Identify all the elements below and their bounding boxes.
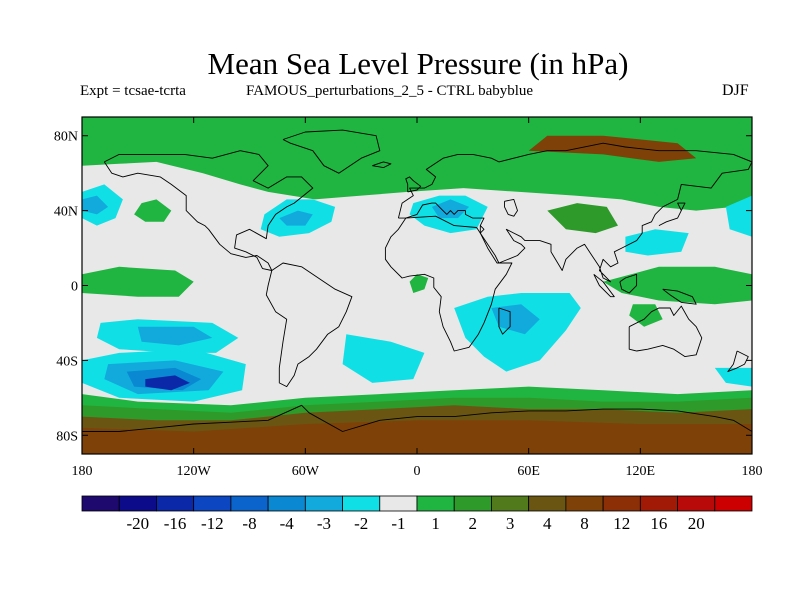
colorbar-box (677, 495, 716, 512)
coastline-eurasia (397, 142, 752, 283)
coastlines (82, 129, 752, 432)
colorbar-box (304, 495, 343, 512)
region-tropical-east-pacific-positive (82, 266, 194, 297)
coastline-north-america (103, 150, 314, 271)
coastline-uk (405, 176, 422, 193)
x-tick-label: 180 (72, 464, 93, 479)
coastline-antarctica (82, 404, 752, 432)
region-east-asia-negative (625, 229, 689, 256)
colorbar-label: -4 (280, 514, 295, 533)
coastline-south-america (265, 262, 353, 388)
contour-regions (82, 117, 752, 454)
region-west-pacific-negative (725, 195, 752, 237)
y-tick-label: 80N (54, 130, 78, 145)
colorbar-box (453, 495, 492, 512)
colorbar-label: -3 (317, 514, 331, 533)
colorbar-label: -20 (126, 514, 149, 533)
colorbar-box (602, 495, 641, 512)
colorbar-label: 20 (688, 514, 705, 533)
colorbar-box (230, 495, 269, 512)
colorbar-label: -8 (242, 514, 256, 533)
region-indian-ocean-negative (454, 293, 581, 372)
colorbar-box (639, 495, 678, 512)
colorbar-box (267, 495, 306, 512)
coastline-new-guinea (662, 288, 697, 305)
coastline-australia (628, 305, 703, 358)
region-south-atlantic-negative (342, 334, 425, 383)
colorbar-box (81, 495, 120, 512)
x-axis: 180 120W 60W 0 60E 120E 180 (72, 117, 763, 479)
coastline-arabia-link (479, 225, 485, 234)
region-central-asia-positive (547, 203, 618, 234)
region-antarctic-core-positive (82, 420, 752, 454)
region-arctic-core-positive (528, 135, 697, 162)
colorbar-label: 12 (613, 514, 630, 533)
region-north-pacific-positive-patch (134, 199, 172, 222)
region-tropical-west-pacific-positive (603, 266, 752, 305)
y-tick-label: 40N (54, 205, 78, 220)
coastline-africa (384, 215, 513, 352)
colorbar-box (118, 495, 157, 512)
region-south-pacific-negative-band-core (137, 326, 213, 346)
colorbar-label: -12 (201, 514, 224, 533)
chart-title: Mean Sea Level Pressure (in hPa) (207, 46, 629, 81)
x-tick-label: 120E (626, 464, 656, 479)
colorbar-box (416, 495, 455, 512)
coastline-new-zealand (727, 350, 749, 373)
coastline-indonesia-borneo (619, 273, 638, 294)
colorbar-label: 4 (543, 514, 552, 533)
x-tick-label: 120W (177, 464, 212, 479)
experiment-label: Expt = tcsae-tcrta (80, 83, 186, 99)
colorbar-box (193, 495, 232, 512)
region-mediterranean-core (431, 199, 470, 219)
region-south-east-pacific-small-negative (714, 367, 752, 387)
coastline-iceland (372, 161, 392, 169)
colorbar-label: -16 (164, 514, 187, 533)
colorbar-box (342, 495, 381, 512)
y-axis: 80N 40N 0 40S 80S (54, 130, 752, 444)
colorbar-box (379, 495, 418, 512)
x-tick-label: 60W (292, 464, 320, 479)
x-tick-label: 0 (414, 464, 421, 479)
region-north-pacific-east-core (82, 195, 109, 215)
comparison-label: FAMOUS_perturbations_2_5 - CTRL babyblue (246, 83, 534, 99)
colorbar-label: 1 (431, 514, 440, 533)
colorbar-box (491, 495, 530, 512)
colorbar-box (565, 495, 604, 512)
colorbar-label: 8 (580, 514, 589, 533)
coastline-caspian (504, 198, 518, 217)
colorbar-label: 16 (650, 514, 667, 533)
region-south-pacific-low-core (145, 375, 190, 391)
y-tick-label: 40S (56, 354, 78, 369)
region-north-atlantic-core (279, 210, 313, 226)
colorbar-box (528, 495, 567, 512)
coastline-japan (658, 202, 686, 227)
y-tick-label: 80S (56, 429, 78, 444)
region-indian-ocean-core (491, 304, 540, 335)
colorbar: -20 -16 -12 -8 -4 -3 -2 -1 1 2 3 4 8 12 16 20 (81, 495, 753, 533)
coastline-sumatra (593, 273, 615, 298)
colorbar-box (156, 495, 195, 512)
coastline-madagascar (498, 307, 511, 335)
x-tick-label: 180 (742, 464, 763, 479)
colorbar-box (714, 495, 753, 512)
region-tropical-atlantic-positive (409, 274, 429, 293)
x-tick-label: 60E (517, 464, 540, 479)
coastline-greenland (282, 129, 381, 174)
y-tick-label: 0 (71, 280, 78, 295)
season-label: DJF (722, 82, 749, 99)
colorbar-label: 3 (506, 514, 515, 533)
colorbar-label: 2 (469, 514, 478, 533)
colorbar-label: -1 (391, 514, 405, 533)
colorbar-label: -2 (354, 514, 368, 533)
